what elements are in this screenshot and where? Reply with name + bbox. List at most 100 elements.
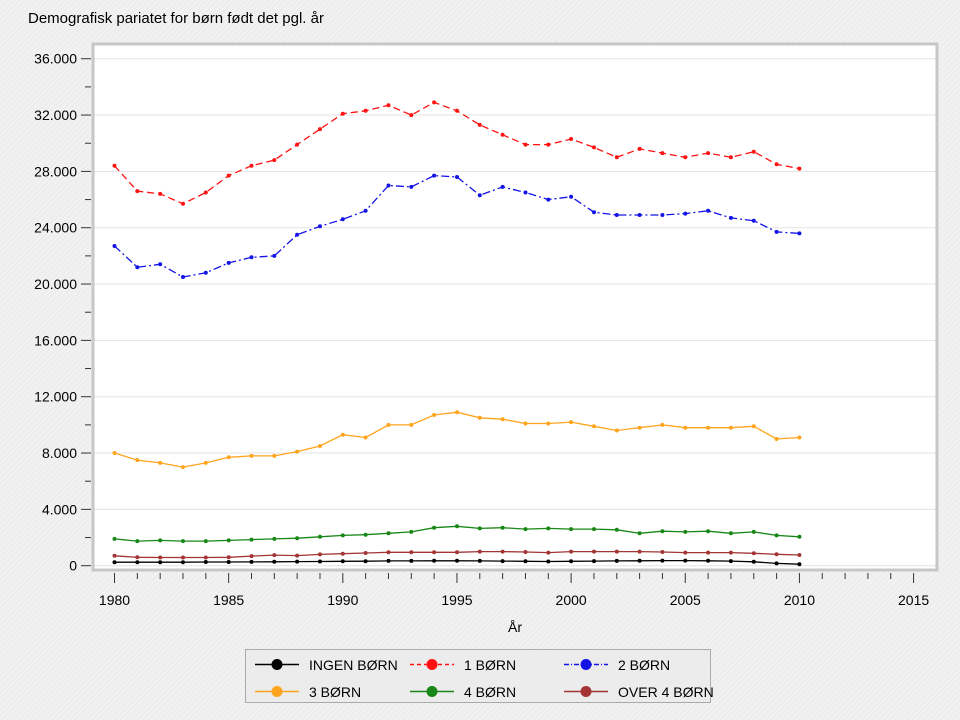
series-marker-ingen-b-rn xyxy=(432,558,437,563)
series-marker-2-b-rn xyxy=(500,184,505,189)
legend-label-4-b-rn: 4 BØRN xyxy=(464,683,517,700)
x-tick-label: 2015 xyxy=(898,592,929,608)
series-marker-2-b-rn xyxy=(340,217,345,222)
series-marker-3-b-rn xyxy=(340,432,345,437)
plot-frame xyxy=(91,42,939,572)
series-marker-ingen-b-rn xyxy=(751,559,756,564)
series-marker-4-b-rn xyxy=(728,531,733,536)
series-marker-ingen-b-rn xyxy=(135,560,140,565)
series-marker-3-b-rn xyxy=(500,417,505,422)
series-marker-3-b-rn xyxy=(295,449,300,454)
y-tick-label: 20.000 xyxy=(34,276,77,292)
series-marker-1-b-rn xyxy=(272,158,277,163)
series-marker-ingen-b-rn xyxy=(249,559,254,564)
series-marker-2-b-rn xyxy=(637,213,642,217)
series-marker-over-4-b-rn xyxy=(386,550,391,555)
series-marker-ingen-b-rn xyxy=(728,559,733,564)
series-marker-3-b-rn xyxy=(546,421,551,426)
series-marker-2-b-rn xyxy=(569,194,574,199)
series-marker-2-b-rn xyxy=(135,265,140,270)
series-marker-over-4-b-rn xyxy=(249,554,254,559)
series-marker-3-b-rn xyxy=(569,420,574,425)
series-marker-3-b-rn xyxy=(249,453,254,458)
series-marker-ingen-b-rn xyxy=(683,558,688,563)
series-marker-3-b-rn xyxy=(158,460,163,465)
series-marker-ingen-b-rn xyxy=(500,559,505,564)
series-marker-ingen-b-rn xyxy=(477,558,482,563)
series-marker-3-b-rn xyxy=(728,425,733,430)
series-marker-1-b-rn xyxy=(340,111,345,116)
series-marker-4-b-rn xyxy=(295,536,300,541)
series-marker-over-4-b-rn xyxy=(272,553,277,558)
series-marker-over-4-b-rn xyxy=(546,550,551,555)
series-marker-4-b-rn xyxy=(660,529,665,534)
series-marker-over-4-b-rn xyxy=(523,550,528,554)
series-marker-over-4-b-rn xyxy=(432,550,437,555)
series-marker-3-b-rn xyxy=(523,421,528,426)
series-marker-3-b-rn xyxy=(203,460,208,465)
series-marker-2-b-rn xyxy=(318,224,322,229)
series-marker-4-b-rn xyxy=(683,529,688,534)
series-marker-4-b-rn xyxy=(500,525,505,530)
legend-item-over-4-b-rn: OVER 4 BØRN xyxy=(564,684,714,700)
series-marker-2-b-rn xyxy=(363,208,368,213)
y-tick-label: 32.000 xyxy=(34,107,77,123)
y-tick-label: 16.000 xyxy=(34,332,77,348)
x-axis-title: År xyxy=(508,619,522,635)
series-marker-ingen-b-rn xyxy=(797,562,802,567)
series-marker-3-b-rn xyxy=(226,455,231,460)
series-marker-2-b-rn xyxy=(249,255,254,260)
y-tick-label: 0 xyxy=(69,558,77,574)
series-marker-4-b-rn xyxy=(797,534,802,539)
series-marker-4-b-rn xyxy=(249,537,254,542)
series-marker-3-b-rn xyxy=(774,437,779,441)
series-marker-over-4-b-rn xyxy=(500,549,505,554)
series-marker-1-b-rn xyxy=(683,155,688,160)
series-marker-2-b-rn xyxy=(477,193,482,198)
series-marker-3-b-rn xyxy=(706,425,711,430)
series-marker-2-b-rn xyxy=(455,175,459,179)
series-marker-4-b-rn xyxy=(386,531,391,536)
series-marker-4-b-rn xyxy=(272,536,277,541)
series-marker-ingen-b-rn xyxy=(546,559,551,564)
series-marker-1-b-rn xyxy=(409,113,414,118)
x-tick-label: 1990 xyxy=(327,592,358,608)
series-marker-over-4-b-rn xyxy=(774,552,779,557)
series-marker-4-b-rn xyxy=(774,533,779,538)
series-marker-ingen-b-rn xyxy=(158,560,163,565)
series-marker-4-b-rn xyxy=(455,524,459,529)
series-marker-over-4-b-rn xyxy=(614,549,619,554)
series-marker-1-b-rn xyxy=(158,191,163,196)
series-marker-over-4-b-rn xyxy=(706,550,711,555)
series-marker-2-b-rn xyxy=(203,270,208,275)
series-marker-4-b-rn xyxy=(318,534,322,539)
series-marker-1-b-rn xyxy=(295,142,300,147)
series-marker-2-b-rn xyxy=(158,262,163,267)
series-marker-ingen-b-rn xyxy=(181,560,185,565)
y-tick-label: 24.000 xyxy=(34,220,77,236)
legend-line-marker-icon xyxy=(255,659,299,670)
legend-label-1-b-rn: 1 BØRN xyxy=(464,656,517,673)
series-marker-ingen-b-rn xyxy=(569,559,574,564)
series-marker-1-b-rn xyxy=(112,163,117,168)
legend: INGEN BØRN 1 BØRN 2 BØRN 3 BØRN 4 BØRN OVER 4… xyxy=(245,649,714,703)
series-marker-1-b-rn xyxy=(523,142,528,147)
x-tick-label: 1985 xyxy=(213,592,244,608)
series-marker-3-b-rn xyxy=(660,422,665,427)
series-marker-over-4-b-rn xyxy=(203,555,208,560)
series-marker-3-b-rn xyxy=(363,435,368,440)
series-marker-2-b-rn xyxy=(226,260,231,265)
series-marker-1-b-rn xyxy=(226,173,231,178)
series-marker-4-b-rn xyxy=(409,529,414,534)
x-tick-label: 1995 xyxy=(441,592,472,608)
series-marker-over-4-b-rn xyxy=(751,551,756,556)
legend-item-ingen-b-rn: INGEN BØRN xyxy=(255,657,410,673)
series-marker-3-b-rn xyxy=(318,444,322,448)
legend-label-3-b-rn: 3 BØRN xyxy=(309,683,362,700)
series-marker-3-b-rn xyxy=(477,415,482,420)
series-marker-2-b-rn xyxy=(774,229,779,234)
series-marker-over-4-b-rn xyxy=(660,550,665,554)
series-marker-4-b-rn xyxy=(614,527,619,532)
series-marker-3-b-rn xyxy=(432,413,437,417)
series-marker-1-b-rn xyxy=(797,166,802,171)
